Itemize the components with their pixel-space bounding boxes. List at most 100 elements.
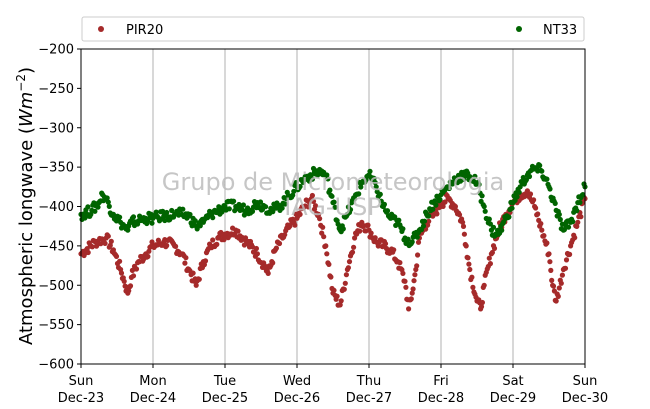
data-point (479, 299, 485, 306)
data-point (95, 204, 101, 210)
data-point (381, 201, 387, 207)
x-tick-day: Wed (283, 374, 311, 389)
data-point (105, 233, 111, 239)
data-point (102, 240, 108, 246)
data-point (210, 237, 216, 243)
data-point (108, 238, 114, 244)
data-point (352, 235, 358, 241)
data-point (286, 224, 292, 230)
data-point (480, 202, 486, 208)
data-point (578, 214, 584, 220)
data-point (349, 249, 356, 255)
data-point (305, 204, 311, 210)
data-point (562, 265, 569, 271)
data-point (88, 211, 94, 217)
data-point (273, 245, 279, 251)
data-point (310, 198, 317, 204)
data-point (133, 266, 140, 272)
data-point (400, 270, 406, 276)
data-point (577, 199, 583, 206)
data-point (462, 241, 468, 248)
x-tick-day: Thu (356, 374, 381, 389)
data-point (559, 272, 566, 278)
data-point (135, 221, 141, 227)
data-point (270, 260, 276, 266)
data-point (342, 280, 348, 286)
data-point (430, 206, 436, 212)
data-point (282, 201, 288, 207)
data-point (106, 203, 112, 209)
data-point (408, 296, 414, 302)
data-point (426, 213, 432, 219)
data-point (328, 274, 334, 280)
data-point (411, 278, 417, 284)
data-point (149, 239, 155, 245)
x-tick-day: Sun (69, 374, 94, 389)
data-point (501, 219, 507, 225)
y-axis-label-main: Atmospheric longwave ( (16, 127, 37, 345)
data-point (581, 181, 587, 187)
x-tick-day: Sat (502, 374, 523, 389)
data-point (309, 192, 315, 199)
data-point (325, 176, 331, 182)
data-point (307, 172, 313, 178)
data-point (535, 211, 541, 217)
data-point (479, 193, 485, 199)
data-point (120, 275, 126, 281)
data-point (193, 282, 199, 288)
watermark-line-2: IAG-USP (284, 193, 382, 221)
data-point (572, 235, 578, 241)
legend-label-pir20: PIR20 (126, 23, 163, 38)
data-point (130, 214, 137, 220)
legend-label-nt33: NT33 (543, 23, 577, 38)
data-point (164, 242, 170, 249)
data-point (184, 215, 190, 221)
data-point (358, 184, 364, 190)
data-point (469, 274, 475, 280)
data-point (373, 184, 379, 190)
data-point (437, 197, 443, 203)
data-point (555, 293, 561, 299)
data-point (117, 258, 123, 264)
legend-frame (81, 16, 585, 42)
plot-frame (80, 48, 586, 365)
data-point (487, 221, 493, 227)
data-point (141, 215, 147, 221)
data-point (367, 168, 373, 174)
data-point (291, 188, 297, 194)
data-point (552, 200, 558, 206)
data-point (410, 286, 416, 292)
data-point (415, 239, 422, 245)
data-point (486, 216, 492, 222)
data-point (257, 199, 264, 205)
x-axis-ticks: Sun Dec-23 Mon Dec-24 Tue Dec-25 Wed Dec-26 Thu D… (58, 364, 608, 406)
data-point (89, 244, 95, 250)
data-point (107, 242, 113, 248)
data-point (92, 208, 98, 214)
y-axis-label-exp: −2 (14, 74, 28, 92)
data-point (340, 226, 346, 232)
data-point (293, 180, 299, 186)
data-point (382, 241, 389, 247)
data-point (292, 222, 298, 228)
y-tick-label: −250 (38, 82, 74, 97)
data-point (324, 251, 330, 257)
data-point (226, 206, 232, 212)
data-point (396, 217, 402, 223)
data-point (430, 213, 436, 219)
data-point (461, 231, 467, 237)
data-point (523, 177, 530, 183)
data-point (420, 223, 427, 229)
data-point (196, 276, 202, 282)
data-point (164, 209, 170, 216)
data-point (556, 211, 562, 218)
data-point (406, 306, 412, 312)
data-point (99, 190, 105, 196)
data-point (405, 236, 411, 242)
data-point (192, 218, 198, 224)
data-point (459, 216, 465, 222)
data-point (563, 257, 570, 263)
data-point (127, 283, 134, 289)
data-point (561, 227, 568, 233)
y-axis-label-close: ) (16, 67, 37, 74)
